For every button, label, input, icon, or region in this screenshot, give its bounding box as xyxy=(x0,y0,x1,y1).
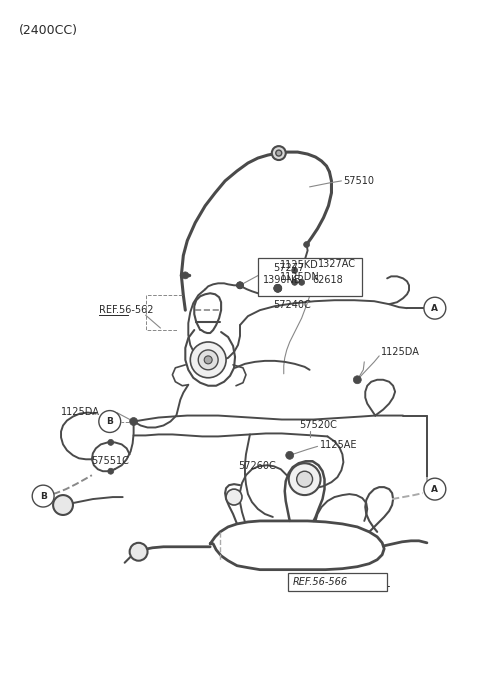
Text: REF.56-566: REF.56-566 xyxy=(293,577,348,587)
Text: 1327AC: 1327AC xyxy=(318,260,356,270)
Text: 57510: 57510 xyxy=(343,176,374,186)
Circle shape xyxy=(130,418,138,425)
Bar xyxy=(258,258,362,296)
Circle shape xyxy=(299,279,305,285)
Text: A: A xyxy=(432,485,438,493)
Circle shape xyxy=(108,468,114,474)
Circle shape xyxy=(182,272,189,279)
Circle shape xyxy=(424,478,446,500)
Text: 57240C: 57240C xyxy=(273,300,311,310)
Circle shape xyxy=(353,376,361,384)
Text: 1125DA: 1125DA xyxy=(381,347,420,357)
Circle shape xyxy=(272,146,286,160)
Circle shape xyxy=(237,282,243,289)
Circle shape xyxy=(297,471,312,487)
Circle shape xyxy=(108,439,114,445)
Circle shape xyxy=(274,285,282,292)
Text: 57520C: 57520C xyxy=(300,420,337,431)
Text: 57551C: 57551C xyxy=(91,456,129,466)
Circle shape xyxy=(53,495,73,515)
Text: 62618: 62618 xyxy=(312,275,343,285)
Circle shape xyxy=(226,489,242,505)
Circle shape xyxy=(204,356,212,364)
Circle shape xyxy=(274,285,282,292)
Bar xyxy=(288,573,387,591)
Text: 1390NB: 1390NB xyxy=(263,275,301,285)
Circle shape xyxy=(292,268,298,273)
Text: 57277: 57277 xyxy=(273,264,304,273)
Text: B: B xyxy=(40,491,47,501)
Circle shape xyxy=(130,543,147,560)
Text: 1125KD: 1125KD xyxy=(280,260,319,270)
Circle shape xyxy=(237,282,243,289)
Text: REF.56-562: REF.56-562 xyxy=(99,305,153,315)
Circle shape xyxy=(288,463,321,495)
Circle shape xyxy=(32,485,54,507)
Text: 1125DA: 1125DA xyxy=(61,406,100,416)
Circle shape xyxy=(276,150,282,156)
Text: 1125AE: 1125AE xyxy=(320,440,357,450)
Circle shape xyxy=(292,279,298,285)
Text: A: A xyxy=(432,304,438,313)
Text: 57260C: 57260C xyxy=(238,461,276,471)
Text: (2400CC): (2400CC) xyxy=(19,24,78,37)
Text: B: B xyxy=(107,417,113,426)
Circle shape xyxy=(99,410,120,433)
Circle shape xyxy=(286,452,294,459)
Circle shape xyxy=(304,241,310,247)
Circle shape xyxy=(424,297,446,319)
Circle shape xyxy=(190,342,226,378)
Text: 1125DN: 1125DN xyxy=(280,272,320,283)
Circle shape xyxy=(198,350,218,370)
